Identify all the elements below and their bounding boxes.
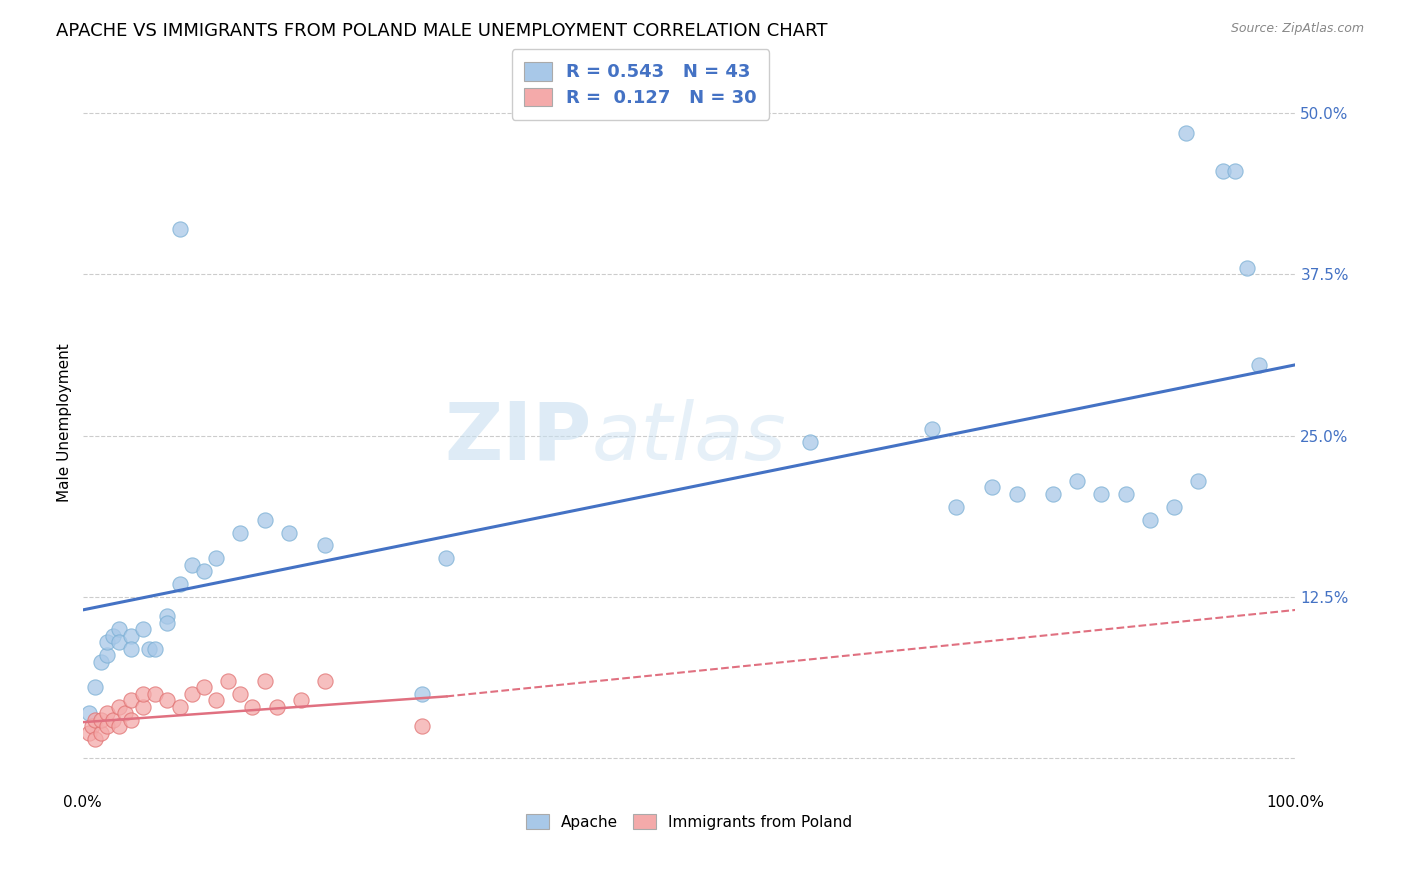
Point xyxy=(314,673,336,688)
Point xyxy=(132,622,155,636)
Point xyxy=(253,513,276,527)
Point xyxy=(108,635,131,649)
Point xyxy=(169,577,191,591)
Point xyxy=(156,693,179,707)
Point xyxy=(108,699,131,714)
Point xyxy=(266,699,288,714)
Point xyxy=(132,699,155,714)
Point xyxy=(1042,487,1064,501)
Point xyxy=(120,641,142,656)
Text: ZIP: ZIP xyxy=(444,399,592,476)
Point xyxy=(1090,487,1112,501)
Point xyxy=(96,635,118,649)
Point xyxy=(205,551,228,566)
Point xyxy=(411,719,433,733)
Point xyxy=(114,706,136,721)
Point xyxy=(1187,474,1209,488)
Point xyxy=(145,641,167,656)
Point xyxy=(169,699,191,714)
Point xyxy=(120,693,142,707)
Point xyxy=(229,687,252,701)
Point xyxy=(180,558,202,572)
Point xyxy=(193,681,215,695)
Point xyxy=(169,222,191,236)
Text: APACHE VS IMMIGRANTS FROM POLAND MALE UNEMPLOYMENT CORRELATION CHART: APACHE VS IMMIGRANTS FROM POLAND MALE UN… xyxy=(56,22,828,40)
Point xyxy=(314,538,336,552)
Point xyxy=(921,422,943,436)
Point xyxy=(193,564,215,578)
Point xyxy=(108,719,131,733)
Point xyxy=(120,713,142,727)
Point xyxy=(82,719,104,733)
Point xyxy=(138,641,160,656)
Point xyxy=(1236,260,1258,275)
Point xyxy=(217,673,239,688)
Point xyxy=(77,725,100,739)
Point xyxy=(108,622,131,636)
Point xyxy=(90,655,112,669)
Point xyxy=(90,725,112,739)
Point xyxy=(945,500,967,514)
Point xyxy=(1175,126,1198,140)
Point xyxy=(145,687,167,701)
Point xyxy=(981,480,1004,494)
Point xyxy=(205,693,228,707)
Text: atlas: atlas xyxy=(592,399,787,476)
Point xyxy=(290,693,312,707)
Point xyxy=(132,687,155,701)
Point xyxy=(1212,164,1234,178)
Point xyxy=(83,731,105,746)
Legend: Apache, Immigrants from Poland: Apache, Immigrants from Poland xyxy=(519,807,859,836)
Point xyxy=(411,687,433,701)
Point xyxy=(96,648,118,662)
Y-axis label: Male Unemployment: Male Unemployment xyxy=(58,343,72,502)
Point xyxy=(83,713,105,727)
Point xyxy=(1115,487,1137,501)
Point xyxy=(83,681,105,695)
Point xyxy=(180,687,202,701)
Point xyxy=(436,551,458,566)
Point xyxy=(1139,513,1161,527)
Point xyxy=(1223,164,1246,178)
Point xyxy=(1005,487,1028,501)
Point xyxy=(101,629,124,643)
Point xyxy=(277,525,299,540)
Point xyxy=(799,435,821,450)
Point xyxy=(242,699,264,714)
Point xyxy=(1066,474,1088,488)
Point xyxy=(96,706,118,721)
Point xyxy=(156,609,179,624)
Text: Source: ZipAtlas.com: Source: ZipAtlas.com xyxy=(1230,22,1364,36)
Point xyxy=(1163,500,1185,514)
Point xyxy=(90,713,112,727)
Point xyxy=(120,629,142,643)
Point xyxy=(253,673,276,688)
Point xyxy=(96,719,118,733)
Point xyxy=(77,706,100,721)
Point xyxy=(1249,358,1271,372)
Point xyxy=(156,615,179,630)
Point xyxy=(101,713,124,727)
Point xyxy=(229,525,252,540)
